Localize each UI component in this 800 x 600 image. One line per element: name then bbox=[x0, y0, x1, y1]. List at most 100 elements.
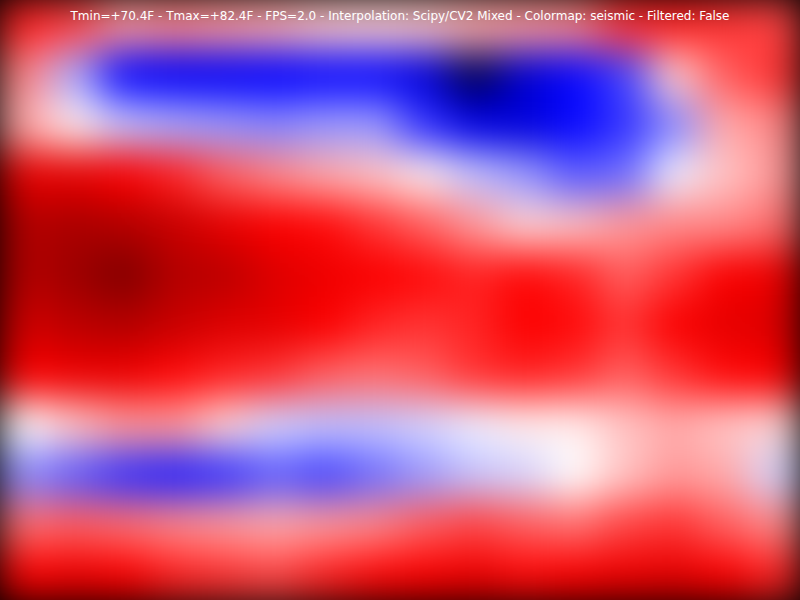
heat-cell bbox=[750, 0, 800, 51]
heat-cell bbox=[400, 100, 451, 151]
heat-cell bbox=[200, 0, 251, 51]
heat-cell bbox=[100, 150, 151, 201]
heat-cell bbox=[650, 100, 701, 151]
heat-cell bbox=[100, 0, 151, 51]
heat-cell bbox=[550, 550, 601, 600]
heat-cell bbox=[300, 0, 351, 51]
heat-cell bbox=[450, 100, 501, 151]
heat-cell bbox=[650, 550, 701, 600]
heat-cell bbox=[100, 350, 151, 401]
heat-cell bbox=[100, 300, 151, 351]
heat-cell bbox=[650, 400, 701, 451]
heat-cell bbox=[100, 200, 151, 251]
heat-cell bbox=[50, 300, 101, 351]
heatmap bbox=[0, 0, 800, 600]
heat-cell bbox=[550, 100, 601, 151]
heat-cell bbox=[450, 550, 501, 600]
heat-cell bbox=[450, 0, 501, 51]
heat-cell bbox=[350, 550, 401, 600]
heat-cell bbox=[0, 500, 51, 551]
heat-cell bbox=[50, 550, 101, 600]
heat-cell bbox=[750, 400, 800, 451]
heat-cell bbox=[250, 400, 301, 451]
heat-cell bbox=[300, 50, 351, 101]
heat-cell bbox=[650, 300, 701, 351]
heat-cell bbox=[0, 200, 51, 251]
heat-cell bbox=[300, 400, 351, 451]
heat-cell bbox=[400, 50, 451, 101]
heat-cell bbox=[200, 450, 251, 501]
heat-cell bbox=[400, 150, 451, 201]
title: Tmin=+70.4F - Tmax=+82.4F - FPS=2.0 - In… bbox=[70, 9, 730, 23]
heat-cell bbox=[350, 450, 401, 501]
heat-cell bbox=[500, 250, 551, 301]
heat-cell bbox=[0, 300, 51, 351]
heat-cell bbox=[0, 100, 51, 151]
heatmap-cells bbox=[0, 0, 800, 600]
heat-cell bbox=[300, 250, 351, 301]
heat-cell bbox=[200, 300, 251, 351]
heat-cell bbox=[50, 400, 101, 451]
heat-cell bbox=[550, 400, 601, 451]
heat-cell bbox=[200, 50, 251, 101]
heat-cell bbox=[600, 250, 651, 301]
heat-cell bbox=[400, 200, 451, 251]
heat-cell bbox=[600, 400, 651, 451]
heat-cell bbox=[650, 500, 701, 551]
heat-cell bbox=[300, 550, 351, 600]
heat-cell bbox=[50, 350, 101, 401]
heat-cell bbox=[200, 500, 251, 551]
heat-cell bbox=[500, 0, 551, 51]
heat-cell bbox=[650, 50, 701, 101]
heat-cell bbox=[150, 250, 201, 301]
heat-cell bbox=[150, 500, 201, 551]
heat-cell bbox=[500, 500, 551, 551]
heat-cell bbox=[250, 550, 301, 600]
heat-cell bbox=[550, 450, 601, 501]
heat-cell bbox=[500, 50, 551, 101]
heat-cell bbox=[250, 450, 301, 501]
heat-cell bbox=[350, 500, 401, 551]
heat-cell bbox=[750, 500, 800, 551]
heat-cell bbox=[400, 350, 451, 401]
heat-cell bbox=[350, 400, 401, 451]
heat-cell bbox=[750, 450, 800, 501]
heat-cell bbox=[150, 150, 201, 201]
heat-cell bbox=[50, 450, 101, 501]
heat-cell bbox=[750, 300, 800, 351]
heat-cell bbox=[750, 200, 800, 251]
heat-cell bbox=[700, 0, 751, 51]
heat-cell bbox=[300, 450, 351, 501]
heat-cell bbox=[150, 550, 201, 600]
heat-cell bbox=[0, 50, 51, 101]
heat-cell bbox=[500, 300, 551, 351]
heat-cell bbox=[50, 100, 101, 151]
heat-cell bbox=[200, 350, 251, 401]
heat-cell bbox=[250, 200, 301, 251]
heat-cell bbox=[100, 50, 151, 101]
heat-cell bbox=[400, 500, 451, 551]
heat-cell bbox=[550, 0, 601, 51]
heat-cell bbox=[700, 100, 751, 151]
heat-cell bbox=[300, 500, 351, 551]
heat-cell bbox=[150, 100, 201, 151]
heat-cell bbox=[650, 0, 701, 51]
heat-cell bbox=[150, 0, 201, 51]
heat-cell bbox=[150, 50, 201, 101]
heat-cell bbox=[500, 200, 551, 251]
heat-cell bbox=[200, 400, 251, 451]
heat-cell bbox=[650, 200, 701, 251]
heat-cell bbox=[550, 200, 601, 251]
heat-cell bbox=[100, 500, 151, 551]
heat-cell bbox=[700, 300, 751, 351]
heat-cell bbox=[150, 400, 201, 451]
heat-cell bbox=[450, 500, 501, 551]
heat-cell bbox=[500, 450, 551, 501]
heat-cell bbox=[750, 350, 800, 401]
heat-cell bbox=[100, 550, 151, 600]
heat-cell bbox=[50, 250, 101, 301]
heat-cell bbox=[600, 200, 651, 251]
heat-cell bbox=[600, 550, 651, 600]
heat-cell bbox=[600, 0, 651, 51]
heat-cell bbox=[350, 350, 401, 401]
